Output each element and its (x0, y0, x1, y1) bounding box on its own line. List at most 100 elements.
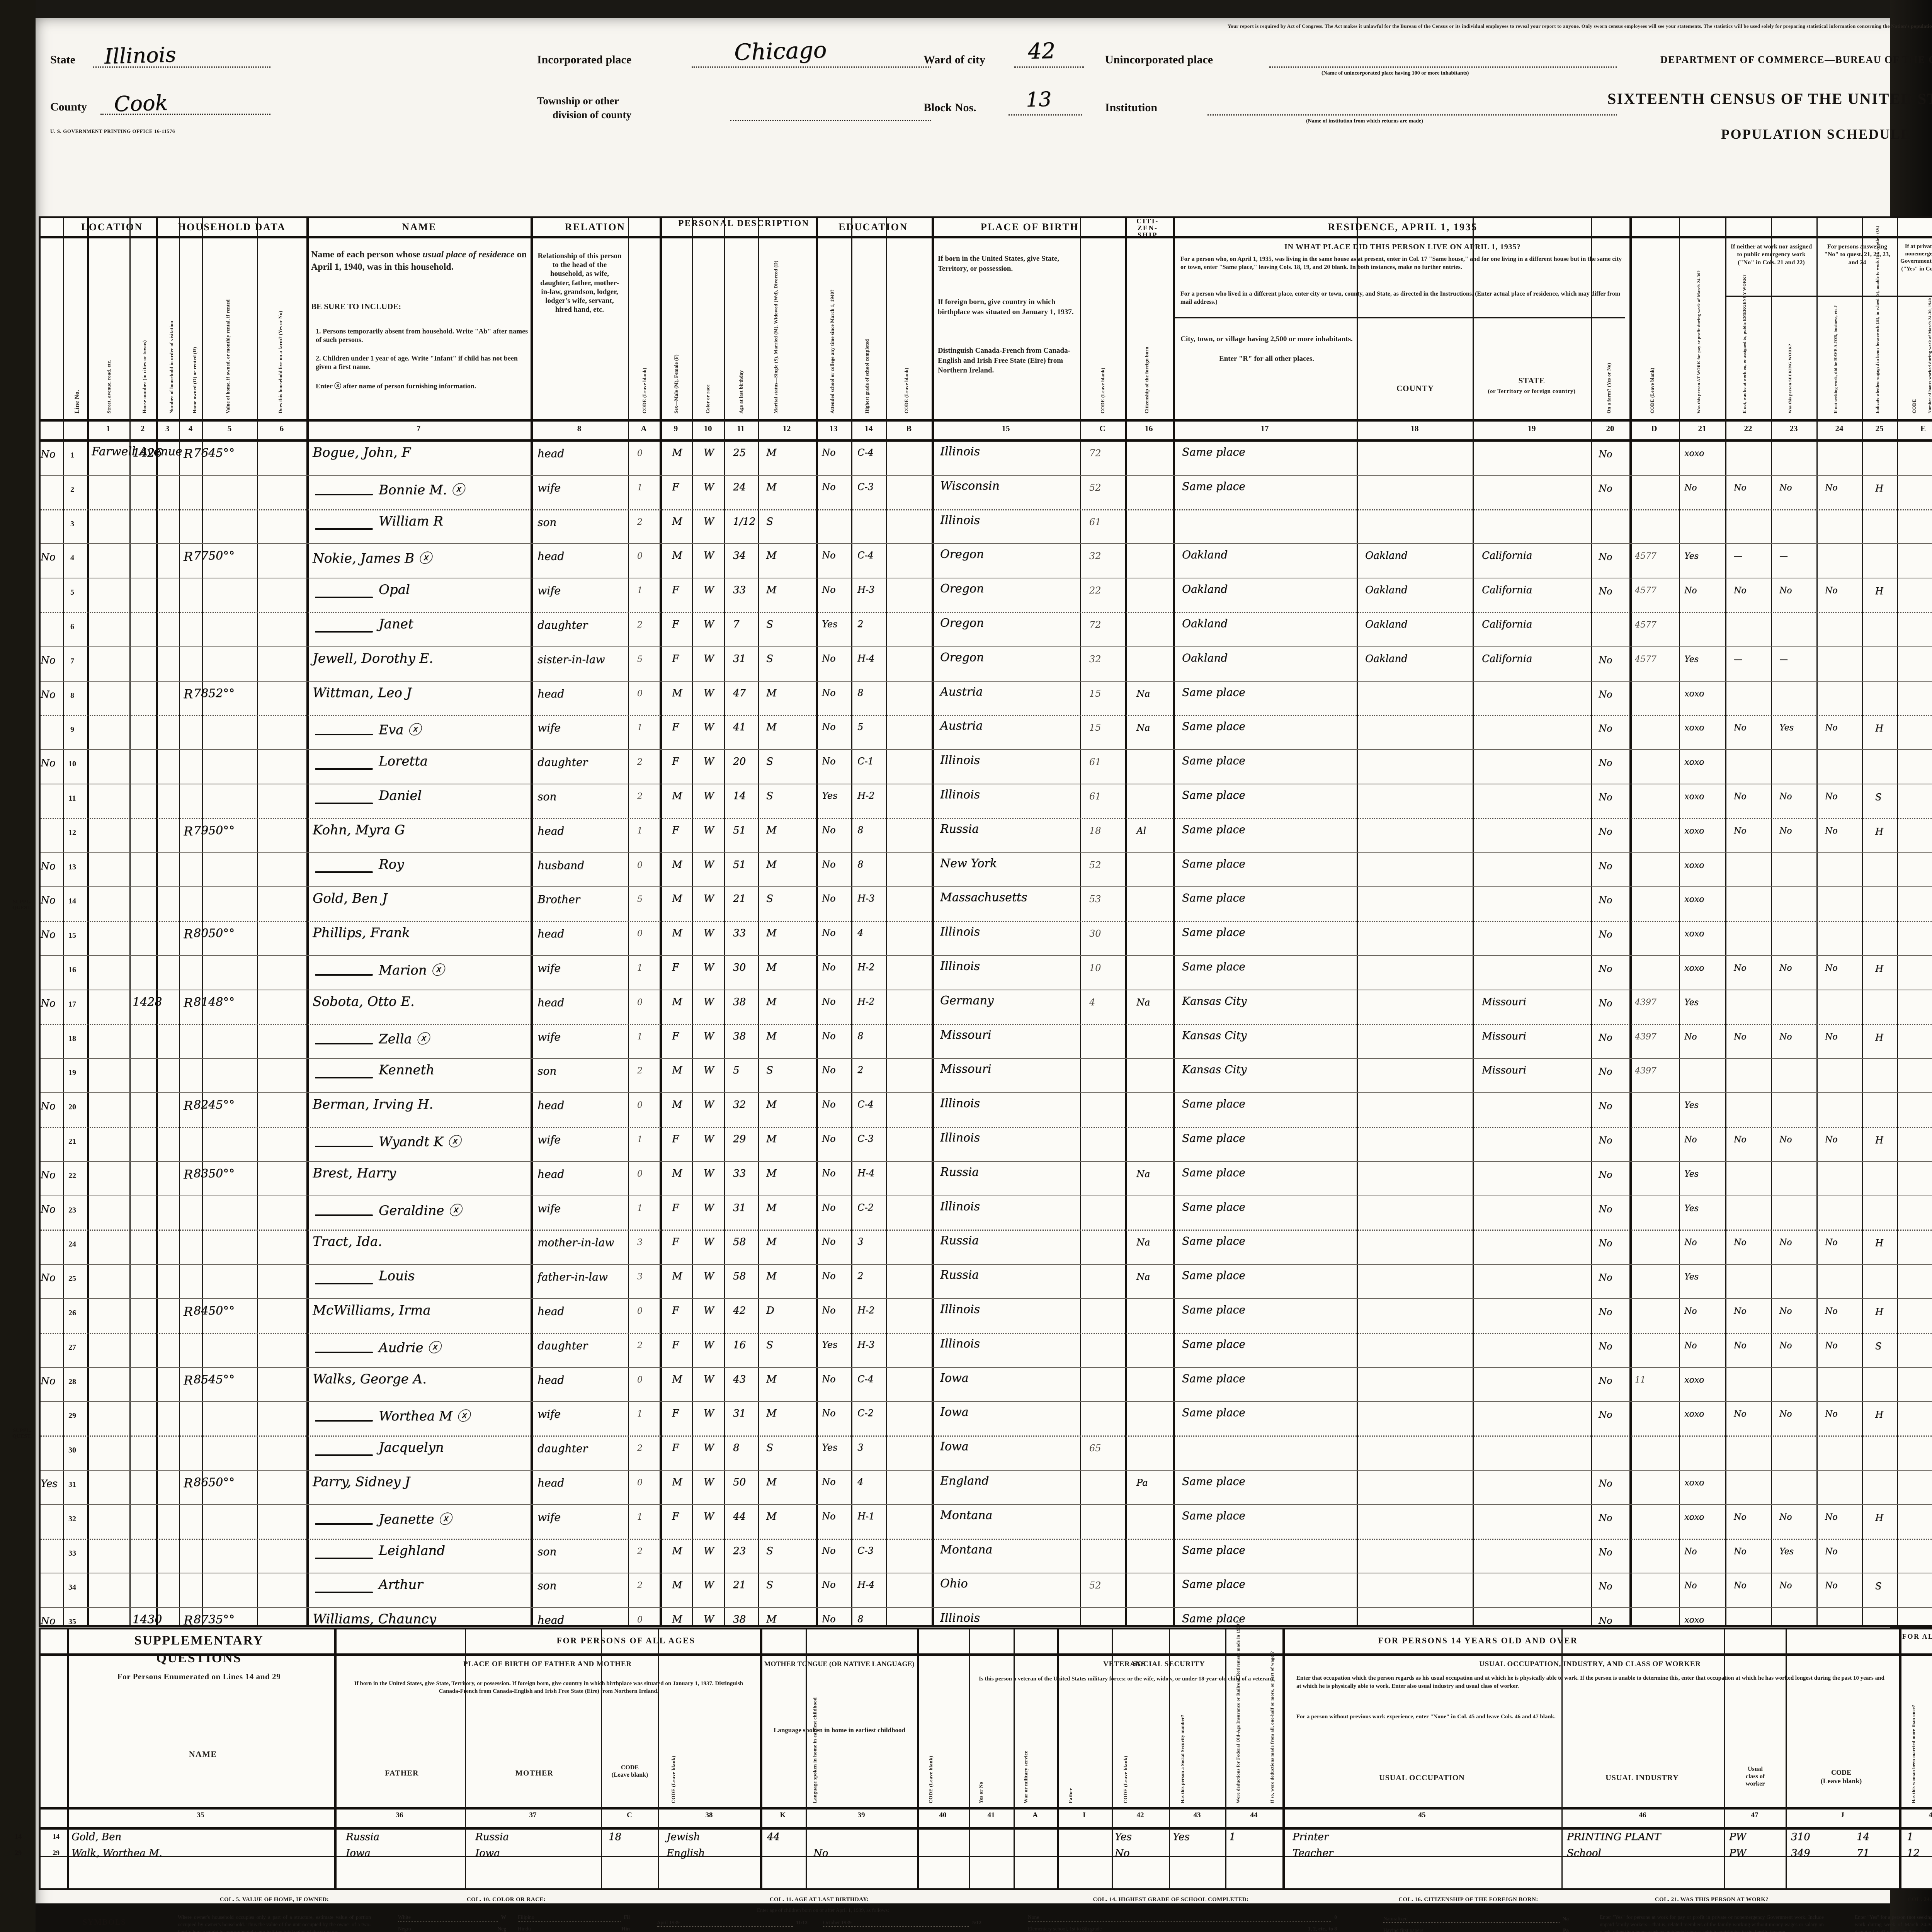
supp-cell-ucode: 310 (1791, 1831, 1810, 1843)
note-item: Hindu Hin (518, 1925, 630, 1932)
cell-grade: C-4 (857, 447, 874, 458)
cell-q23: No (1779, 1581, 1792, 1591)
cell-code: 2 (637, 792, 643, 801)
cell-race: W (704, 1133, 714, 1145)
cell-race: W (704, 1339, 714, 1351)
cell-q25: S (1875, 1581, 1882, 1592)
vhead-q26: Number of hours worked during week of Ma… (1928, 298, 1932, 413)
schedule-subtitle: POPULATION SCHEDULE (1721, 126, 1911, 142)
vhead-sex: Sex—Male (M), Female (F) (673, 354, 679, 413)
note-item: Filipino Fil (518, 1913, 630, 1922)
supp-colhead-mother: MOTHER (515, 1769, 554, 1777)
supp-cell-code: 18 (609, 1831, 622, 1843)
cell-race: W (704, 1236, 714, 1248)
cell-marital: M (766, 1133, 777, 1145)
cell-cc: 61 (1089, 757, 1101, 768)
cell-marital: S (766, 1442, 773, 1454)
cell-marital: M (766, 584, 777, 596)
cell-name: Kenneth (379, 1062, 435, 1078)
cell-birth: Oregon (940, 548, 984, 561)
cell-code: 3 (637, 1272, 643, 1282)
cell-q21: xoxo (1684, 963, 1704, 973)
cell-birth: Oregon (940, 582, 984, 596)
cell-age: 25 (733, 447, 746, 459)
colhead-res-county: COUNTY (1396, 384, 1434, 393)
row-separator (41, 1607, 1932, 1608)
county-rule (100, 114, 270, 115)
cell-code: 2 (637, 620, 643, 630)
cell-school: No (822, 1408, 836, 1419)
colhead-q26-note: If at private or nonemergency Government… (1900, 243, 1932, 272)
cell-grade: 8 (857, 687, 864, 698)
cell-d: 11 (1635, 1375, 1646, 1385)
colnum-7: 7 (416, 424, 421, 433)
cell-marital: M (766, 1510, 777, 1522)
ditto-dash (315, 631, 373, 633)
cell-res_farm: No (1599, 997, 1612, 1009)
ward-value: 42 (1027, 38, 1056, 64)
cell-citz: Na (1136, 997, 1150, 1008)
cell-relation: wife (537, 1510, 561, 1524)
census-title: SIXTEENTH CENSUS OF THE UNITED STATES: 1… (1607, 90, 1932, 107)
cell-q23: Yes (1779, 723, 1794, 733)
cell-q21: Yes (1684, 654, 1699, 664)
supp-cell-mother: Russia (475, 1831, 509, 1843)
colnum-E: E (1920, 424, 1926, 433)
supp-rule-3 (41, 1827, 1932, 1830)
colnum-24: 24 (1835, 424, 1844, 433)
cell-res_farm: No (1599, 826, 1612, 837)
cell-res_city: Kansas City (1182, 1029, 1247, 1042)
cell-rent: 50°° (208, 1304, 235, 1318)
cell-age: 32 (733, 1099, 746, 1111)
cell-code: 2 (637, 1581, 643, 1591)
cell-res_city: Same place (1182, 1475, 1245, 1488)
vhead-code-e: CODE (1912, 399, 1917, 413)
cell-name: Sobota, Otto E. (313, 993, 415, 1009)
cell-birth: Illinois (940, 1131, 980, 1145)
cell-own: R (184, 1476, 193, 1490)
supp-ss-heading: SOCIAL SECURITY (1133, 1660, 1205, 1668)
supp-group-14-over: FOR PERSONS 14 YEARS OLD AND OVER (1378, 1636, 1578, 1645)
cell-q23: No (1779, 1238, 1792, 1248)
cell-grade: H-3 (857, 893, 875, 904)
row-separator (41, 474, 1932, 476)
cell-marital: M (766, 1614, 777, 1626)
cell-res_farm: No (1599, 1615, 1612, 1626)
row-separator (41, 1298, 1932, 1299)
cell-q24: No (1825, 586, 1838, 596)
cell-q21: xoxo (1684, 1512, 1704, 1522)
cell-cc: 18 (1089, 825, 1101, 836)
note-col16-items: Naturalized Na Having first papers Pa Al… (1383, 1915, 1569, 1932)
colhead-residence-1: For a person who, on April 1, 1935, was … (1180, 256, 1622, 270)
cell-code: 2 (637, 757, 643, 767)
cell-res_city: Same place (1182, 1543, 1245, 1556)
cell-school: No (822, 550, 836, 561)
note-item: April 1939 11/12 (657, 1919, 808, 1927)
supp-subtitle: For Persons Enumerated on Lines 14 and 2… (117, 1672, 281, 1681)
cell-school: No (822, 1065, 836, 1076)
cell-q21: No (1684, 1581, 1697, 1591)
supp-colnum-40: 40 (939, 1811, 947, 1819)
cell-grade: H-2 (857, 962, 875, 973)
supp-row-line-inner: 14 (53, 1833, 60, 1840)
cell-sex: M (672, 515, 682, 527)
cell-race: W (704, 1270, 714, 1282)
supp-colnum-36: 36 (396, 1811, 403, 1819)
colnum-17: 17 (1260, 424, 1269, 433)
cell-relation: wife (537, 1030, 561, 1043)
cell-cc: 53 (1089, 894, 1101, 905)
supp-colnum-J: J (1840, 1811, 1844, 1819)
vhead-grade: Highest grade of school completed (864, 339, 870, 413)
cell-q24: No (1825, 1512, 1838, 1522)
supp-cell-ss1: Yes (1115, 1831, 1132, 1843)
ditto-dash (315, 1454, 373, 1456)
cell-race: W (704, 1202, 714, 1214)
ditto-dash (315, 597, 373, 599)
cell-q23: No (1779, 1512, 1792, 1522)
cell-res_farm: No (1599, 929, 1612, 940)
cell-rent: 50°° (208, 927, 235, 940)
cell-race: W (704, 1065, 714, 1077)
cell-school: No (822, 1202, 836, 1213)
cell-school: No (822, 1305, 836, 1316)
cell-marital: M (766, 1373, 777, 1385)
